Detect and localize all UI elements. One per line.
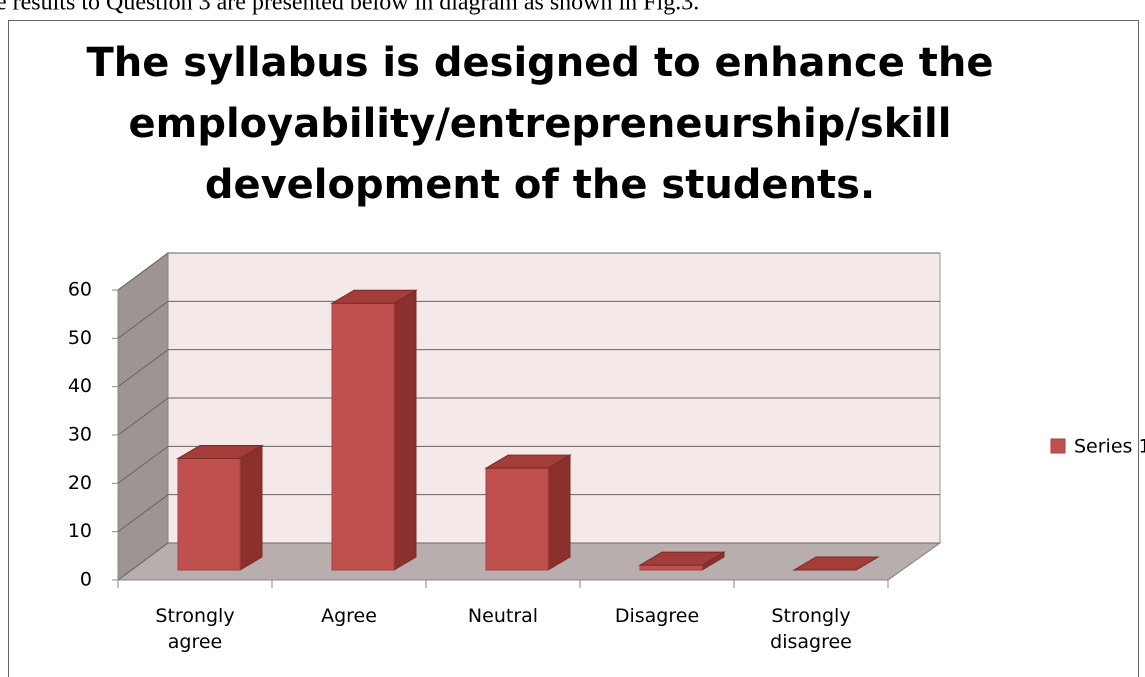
chart-title: development of the students.	[205, 162, 875, 208]
y-tick-label: 40	[68, 375, 92, 397]
bar	[639, 564, 703, 571]
y-tick-label: 10	[68, 520, 92, 542]
x-tick-label: Strongly agree	[155, 605, 235, 653]
bar-top	[330, 289, 418, 304]
grid-line	[117, 445, 940, 484]
chart-border	[8, 20, 1139, 677]
legend-label: Series 1	[1074, 436, 1145, 458]
grid-line	[117, 397, 940, 436]
x-tick-label: Strongly disagree	[770, 605, 852, 653]
bar-top	[176, 444, 264, 459]
bar	[177, 457, 241, 571]
grid-line	[117, 494, 940, 533]
y-tick-label: 50	[68, 327, 92, 349]
x-tick-label: Disagree	[614, 605, 700, 627]
bar-top	[638, 551, 726, 566]
intro-text: e results to Question 3 are presented be…	[0, 0, 699, 16]
grid-line	[117, 252, 940, 291]
bar-top	[792, 556, 880, 571]
chart-title: employability/entrepreneurship/skill	[129, 101, 952, 147]
bar-side	[547, 454, 571, 571]
bar	[331, 302, 395, 571]
x-tick-label: Neutral	[467, 605, 539, 627]
grid-line	[117, 300, 940, 339]
y-tick-label: 0	[80, 569, 92, 591]
y-tick-label: 20	[68, 472, 92, 494]
y-tick-label: 30	[68, 424, 92, 446]
bar	[485, 467, 549, 571]
grid-line	[117, 542, 940, 581]
x-tick-label: Agree	[321, 605, 377, 627]
bar-side	[239, 444, 263, 571]
chart-title: The syllabus is designed to enhance the	[86, 40, 993, 86]
y-tick-label: 60	[68, 279, 92, 301]
legend-swatch	[1050, 438, 1066, 454]
bar-top	[484, 454, 572, 469]
bar-side	[393, 289, 417, 571]
grid-line	[117, 349, 940, 388]
